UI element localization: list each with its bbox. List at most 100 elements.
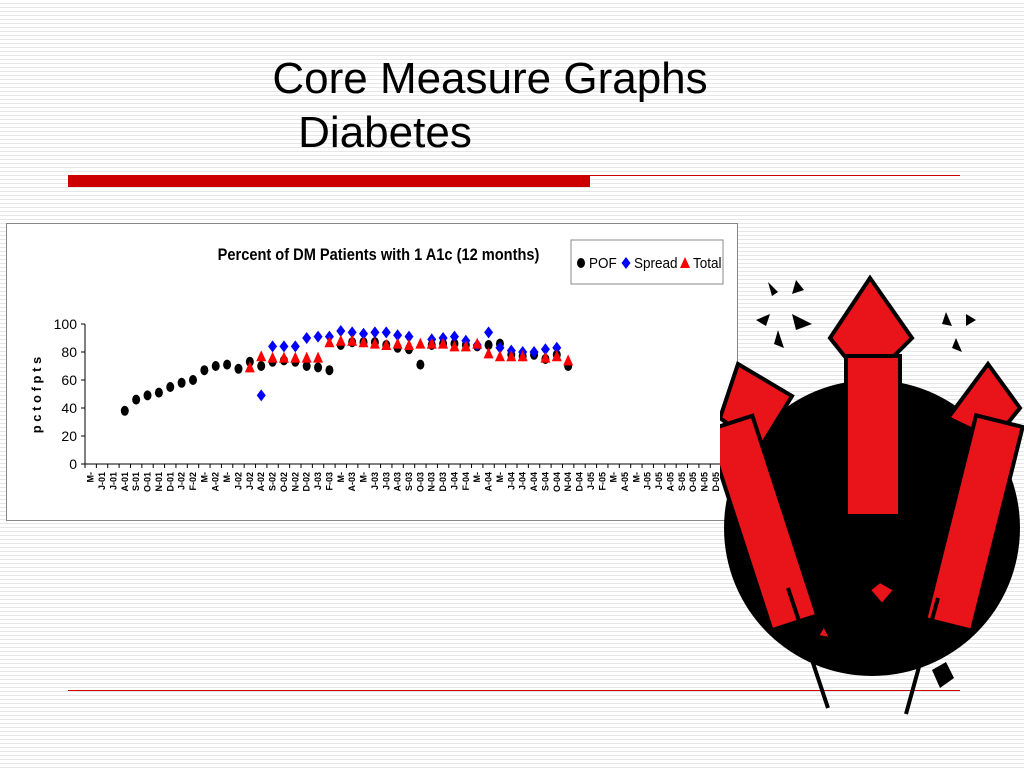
point-pof bbox=[200, 365, 209, 376]
x-tick-label: M- bbox=[495, 472, 505, 483]
x-tick-label: S-04 bbox=[540, 472, 550, 491]
x-tick-label: A-05 bbox=[620, 472, 630, 492]
title-underline-accent bbox=[68, 175, 590, 187]
point-total bbox=[244, 361, 255, 373]
x-tick-label: J-01 bbox=[108, 472, 118, 490]
point-total bbox=[256, 350, 267, 362]
x-tick-label: D-02 bbox=[302, 472, 312, 492]
x-tick-label: O-01 bbox=[143, 472, 153, 492]
x-tick-label: S-01 bbox=[131, 472, 141, 491]
x-tick-label: O-05 bbox=[688, 472, 698, 492]
point-total bbox=[449, 340, 460, 352]
x-tick-label: O-04 bbox=[552, 472, 562, 492]
legend-marker-total bbox=[680, 257, 690, 268]
y-tick-label: 60 bbox=[61, 372, 77, 388]
x-tick-label: J-03 bbox=[381, 472, 391, 490]
x-tick-label: A-02 bbox=[256, 472, 266, 492]
point-spread bbox=[381, 326, 391, 339]
point-total bbox=[369, 337, 380, 349]
data-points bbox=[120, 325, 574, 416]
point-total bbox=[563, 354, 574, 366]
point-total bbox=[472, 337, 483, 349]
burst-marks-left bbox=[756, 280, 812, 348]
chart-title: Percent of DM Patients with 1 A1c (12 mo… bbox=[218, 246, 540, 264]
rocket-middle bbox=[827, 274, 915, 659]
burst-marks-right bbox=[942, 312, 976, 352]
y-tick-label: 20 bbox=[61, 428, 77, 444]
chart-panel: Percent of DM Patients with 1 A1c (12 mo… bbox=[6, 223, 738, 521]
x-tick-label: D-05 bbox=[711, 472, 721, 492]
point-pof bbox=[234, 363, 243, 374]
y-tick-label: 100 bbox=[54, 316, 78, 332]
point-pof bbox=[302, 361, 311, 371]
point-spread bbox=[404, 330, 414, 343]
x-tick-label: J-02 bbox=[233, 472, 243, 490]
point-spread bbox=[370, 326, 380, 339]
point-pof bbox=[211, 361, 220, 371]
x-tick-label: M- bbox=[472, 472, 482, 483]
legend-label: POF bbox=[589, 255, 617, 272]
x-tick-label: J-04 bbox=[518, 472, 528, 490]
point-total bbox=[335, 334, 346, 346]
point-pof bbox=[223, 359, 232, 370]
x-tick-label: J-02 bbox=[177, 472, 187, 490]
point-spread bbox=[393, 329, 403, 342]
x-tick-label: J-05 bbox=[654, 472, 664, 490]
point-spread bbox=[449, 330, 459, 343]
point-total bbox=[438, 337, 449, 349]
point-spread bbox=[484, 326, 494, 339]
y-tick-label: 0 bbox=[69, 456, 77, 472]
point-spread bbox=[347, 326, 357, 339]
point-total bbox=[551, 350, 562, 362]
rocket-right bbox=[904, 360, 1024, 715]
x-tick-label: M- bbox=[86, 472, 96, 483]
x-tick-label: F-04 bbox=[461, 472, 471, 491]
y-tick-label: 80 bbox=[61, 344, 77, 360]
x-tick-label: D-03 bbox=[438, 472, 448, 492]
point-spread bbox=[552, 341, 562, 354]
point-total bbox=[290, 351, 301, 363]
point-pof bbox=[484, 340, 493, 350]
point-spread bbox=[336, 325, 346, 337]
x-tick-label: J-03 bbox=[313, 472, 323, 490]
x-tick-label: N-03 bbox=[427, 472, 437, 492]
rocket-left bbox=[720, 361, 832, 709]
x-tick-label: F-02 bbox=[188, 472, 198, 491]
y-axis: 0 20 40 60 80 100 bbox=[54, 316, 86, 472]
x-tick-label: J-05 bbox=[643, 472, 653, 490]
x-tick-label: J-04 bbox=[449, 472, 459, 490]
point-total bbox=[267, 351, 278, 363]
legend-box bbox=[570, 239, 724, 285]
x-tick-label: F-03 bbox=[324, 472, 334, 491]
legend-marker-spread bbox=[621, 257, 631, 269]
point-total bbox=[540, 351, 551, 363]
legend-marker-pof bbox=[577, 258, 585, 268]
x-tick-label: S-03 bbox=[404, 472, 414, 491]
point-total bbox=[324, 336, 335, 348]
x-tick-label: S-05 bbox=[677, 472, 687, 491]
legend-label: Spread bbox=[634, 255, 677, 272]
point-spread bbox=[268, 340, 278, 353]
point-total bbox=[517, 350, 528, 362]
point-pof bbox=[166, 382, 175, 392]
x-tick-label: S-02 bbox=[268, 472, 278, 491]
point-total bbox=[494, 350, 505, 362]
x-tick-label: M- bbox=[609, 472, 619, 483]
fireworks-rockets-icon bbox=[720, 274, 1024, 715]
x-tick-label: J-01 bbox=[97, 472, 107, 490]
point-total bbox=[347, 334, 358, 346]
x-tick-label: M- bbox=[222, 472, 232, 483]
x-tick-label: A-03 bbox=[347, 472, 357, 492]
x-tick-label: D-01 bbox=[165, 472, 175, 492]
point-total bbox=[404, 339, 414, 350]
point-pof bbox=[120, 405, 129, 416]
x-tick-label: M- bbox=[631, 472, 641, 483]
point-total bbox=[426, 337, 437, 349]
point-total bbox=[506, 350, 517, 362]
x-tick-label: A-05 bbox=[665, 472, 675, 492]
x-tick-label: N-01 bbox=[154, 472, 164, 492]
x-tick-label: A-04 bbox=[529, 472, 539, 492]
x-tick-label: N-02 bbox=[290, 472, 300, 492]
point-spread bbox=[256, 389, 266, 402]
x-tick-label: M- bbox=[199, 472, 209, 483]
